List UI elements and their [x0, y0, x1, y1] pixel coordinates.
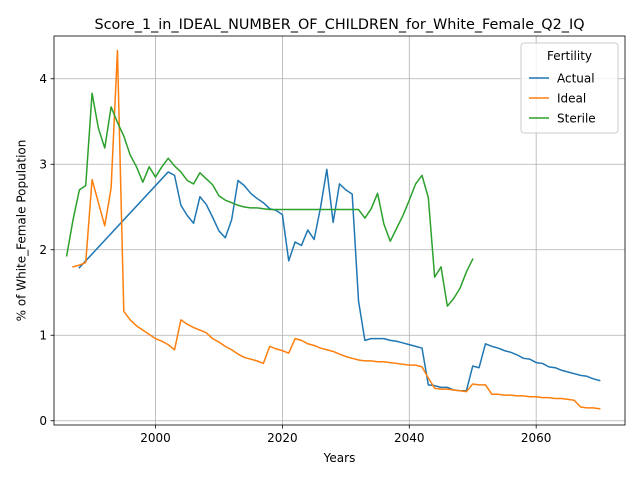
legend-label-ideal: Ideal	[557, 91, 586, 105]
y-tick-label: 4	[39, 72, 47, 86]
x-tick-label: 2040	[394, 431, 425, 445]
x-tick-label: 2020	[267, 431, 298, 445]
legend-items: Actual Ideal Sterile	[529, 71, 596, 125]
chart-title: Score_1_in_IDEAL_NUMBER_OF_CHILDREN_for_…	[94, 17, 584, 33]
legend-title: Fertility	[547, 49, 592, 63]
legend-box	[520, 42, 619, 134]
y-axis-label: % of White_Female Population	[15, 140, 29, 322]
series-line-actual	[78, 168, 601, 392]
series-lines	[65, 49, 601, 410]
series-line-ideal	[72, 49, 601, 410]
y-tick-label: 1	[39, 328, 47, 342]
plot-frame	[53, 35, 626, 426]
legend: Fertility Actual Ideal Sterile	[520, 42, 619, 134]
legend-label-sterile: Sterile	[557, 111, 596, 125]
legend-label-actual: Actual	[557, 71, 595, 85]
y-tick-label: 3	[39, 157, 47, 171]
x-axis-ticks: 2000 2020 2040 2060	[140, 425, 551, 445]
y-tick-label: 0	[39, 414, 47, 428]
y-tick-label: 2	[39, 243, 47, 257]
x-tick-label: 2060	[521, 431, 552, 445]
x-axis-label: Years	[323, 451, 356, 465]
y-axis-ticks: 0 1 2 3 4	[39, 72, 54, 428]
series-line-sterile	[65, 92, 474, 307]
x-tick-label: 2000	[140, 431, 171, 445]
